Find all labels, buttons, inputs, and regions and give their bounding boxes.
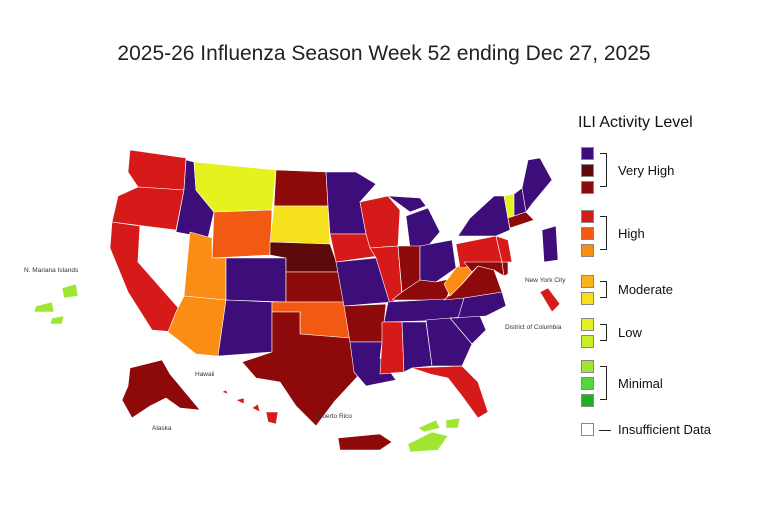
state-arkansas[interactable] (343, 303, 387, 343)
state-hawaii[interactable] (221, 389, 279, 425)
legend-swatch-11 (581, 360, 594, 373)
label-puerto-rico: Puerto Rico (318, 413, 352, 420)
legend-label-high: High (618, 226, 645, 241)
state-wyoming[interactable] (211, 209, 273, 259)
state-new-jersey[interactable] (495, 235, 513, 263)
state-ohio[interactable] (419, 239, 457, 283)
label-nyc: New York City (525, 277, 566, 284)
state-virgin-islands[interactable] (407, 417, 461, 453)
legend-bracket-low (600, 324, 607, 341)
state-michigan[interactable] (387, 195, 441, 249)
state-new-mexico[interactable] (217, 299, 273, 357)
state-district-of-columbia[interactable] (539, 287, 561, 313)
legend-bracket-very-high (600, 153, 607, 187)
state-south-dakota[interactable] (269, 205, 331, 245)
legend-swatch-2 (581, 164, 594, 177)
legend-swatch-10 (581, 335, 594, 348)
legend-swatch-8 (581, 292, 594, 305)
state-mississippi[interactable] (379, 321, 405, 375)
legend-swatch-13 (581, 394, 594, 407)
legend-label-minimal: Minimal (618, 376, 663, 391)
legend-swatch-14 (581, 423, 594, 436)
state-new-york-city[interactable] (541, 225, 559, 263)
state-puerto-rico[interactable] (337, 433, 393, 451)
legend-swatch-1 (581, 147, 594, 160)
state-maine[interactable] (521, 157, 553, 213)
state-massachusetts[interactable] (507, 211, 535, 229)
legend-label-insufficient: Insufficient Data (618, 422, 711, 437)
legend-label-moderate: Moderate (618, 282, 673, 297)
legend-swatch-5 (581, 227, 594, 240)
label-mariana: N. Mariana Islands (24, 267, 79, 274)
legend-label-low: Low (618, 325, 642, 340)
state-kansas[interactable] (285, 271, 345, 303)
legend-label-very-high: Very High (618, 163, 675, 178)
legend-swatch-6 (581, 244, 594, 257)
legend-swatch-4 (581, 210, 594, 223)
map-title: 2025-26 Influenza Season Week 52 ending … (117, 42, 651, 65)
state-arizona[interactable] (167, 295, 227, 357)
state-northern-mariana-islands[interactable] (33, 283, 79, 325)
legend-swatch-9 (581, 318, 594, 331)
state-florida[interactable] (411, 365, 489, 419)
legend-bracket-moderate (600, 281, 607, 298)
state-colorado[interactable] (225, 257, 287, 303)
label-hawaii: Hawaii (195, 371, 215, 378)
state-georgia[interactable] (425, 317, 473, 367)
legend-swatch-12 (581, 377, 594, 390)
legend-title: ILI Activity Level (578, 114, 693, 131)
state-alaska[interactable] (121, 359, 201, 419)
state-oregon[interactable] (111, 186, 185, 231)
legend: ILI Activity Level Very High High Modera… (578, 114, 758, 454)
legend-swatch-3 (581, 181, 594, 194)
state-texas[interactable] (241, 311, 359, 427)
label-dc: District of Columbia (505, 324, 562, 331)
legend-swatch-7 (581, 275, 594, 288)
legend-dash (599, 430, 611, 431)
state-alabama[interactable] (401, 321, 433, 373)
legend-bracket-minimal (600, 366, 607, 400)
state-north-dakota[interactable] (273, 169, 329, 207)
legend-bracket-high (600, 216, 607, 250)
state-new-york[interactable] (457, 195, 511, 237)
label-alaska: Alaska (152, 425, 172, 432)
state-washington[interactable] (127, 149, 187, 191)
